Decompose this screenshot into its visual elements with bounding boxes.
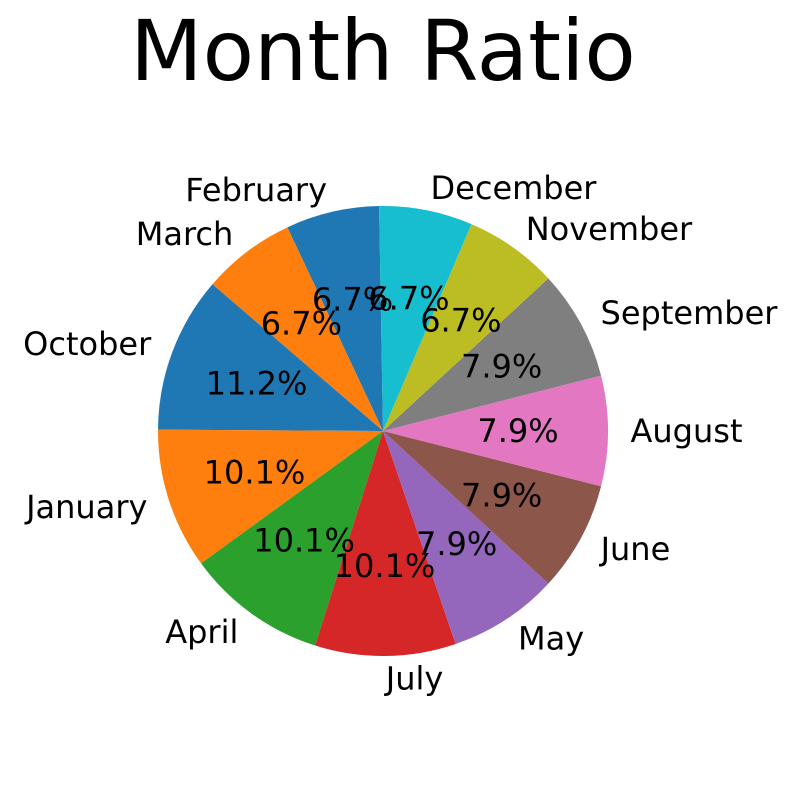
percent-label-may: 7.9% xyxy=(416,525,497,563)
percent-label-august: 7.9% xyxy=(477,412,558,450)
percent-label-october: 11.2% xyxy=(206,365,308,403)
slice-label-april: April xyxy=(165,613,238,651)
slice-label-november: November xyxy=(526,210,693,248)
percent-label-april: 10.1% xyxy=(253,522,355,560)
percent-label-december: 6.7% xyxy=(368,280,449,318)
pie-slice-october xyxy=(158,284,383,431)
slice-label-may: May xyxy=(518,619,584,657)
slice-label-september: September xyxy=(601,294,779,332)
pie-slice-july xyxy=(315,431,456,657)
slice-label-august: August xyxy=(631,412,743,450)
pie-slice-august xyxy=(383,375,608,487)
pie-slice-september xyxy=(383,278,602,431)
slice-label-december: December xyxy=(431,169,598,207)
percent-label-july: 10.1% xyxy=(334,547,436,585)
pie-slice-january xyxy=(157,429,383,564)
pie-slice-february xyxy=(287,206,383,431)
pie-slice-december xyxy=(379,205,472,431)
percent-label-june: 7.9% xyxy=(461,476,542,514)
pie-slice-march xyxy=(212,227,383,431)
pie-slices xyxy=(157,205,608,657)
slice-label-july: July xyxy=(384,659,444,697)
slice-label-january: January xyxy=(24,488,147,526)
percent-labels: 6.7%6.7%11.2%10.1%10.1%10.1%7.9%7.9%7.9%… xyxy=(204,280,559,585)
slice-label-march: March xyxy=(136,215,234,253)
slice-label-june: June xyxy=(599,530,671,568)
pie-slice-april xyxy=(201,431,383,646)
pie-slice-november xyxy=(383,224,549,431)
percent-label-january: 10.1% xyxy=(204,453,306,491)
slice-label-october: October xyxy=(23,325,152,363)
percent-label-february: 6.7% xyxy=(312,281,393,319)
pie-slice-june xyxy=(383,431,602,584)
percent-label-november: 6.7% xyxy=(420,302,501,340)
percent-label-march: 6.7% xyxy=(261,304,342,342)
percent-label-september: 7.9% xyxy=(461,348,542,386)
slice-label-february: February xyxy=(185,171,327,209)
slice-labels: February March October January April July May J… xyxy=(23,169,778,697)
pie-slice-may xyxy=(383,431,549,644)
chart-title: Month Ratio xyxy=(130,2,636,100)
